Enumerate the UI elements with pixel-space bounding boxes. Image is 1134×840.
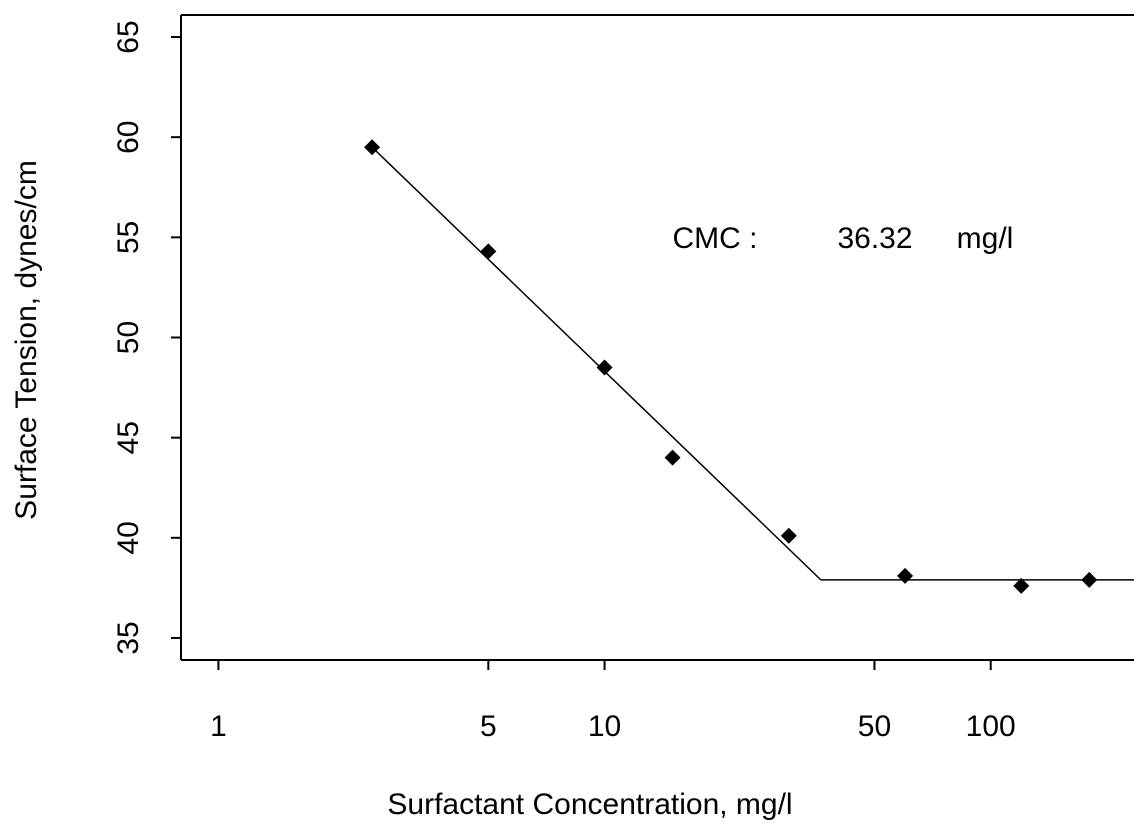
y-tick-label: 35 (112, 621, 145, 654)
annotation: mg/l (957, 222, 1014, 255)
y-tick-label: 50 (112, 321, 145, 354)
y-axis-title: Surface Tension, dynes/cm (10, 160, 43, 520)
data-point (1081, 571, 1098, 588)
data-point (364, 139, 381, 156)
y-tick-label: 45 (112, 421, 145, 454)
fit-line (371, 146, 1134, 581)
annotation: CMC : (673, 222, 758, 255)
y-tick-label: 55 (112, 221, 145, 254)
data-point (1013, 577, 1030, 594)
x-tick-label: 1 (210, 710, 227, 743)
annotation: 36.32 (837, 222, 912, 255)
x-axis-title: Surfactant Concentration, mg/l (387, 788, 792, 821)
x-tick-label: 50 (858, 710, 891, 743)
y-tick-label: 60 (112, 121, 145, 154)
x-tick-label: 5 (480, 710, 497, 743)
x-tick-label: 100 (966, 710, 1016, 743)
data-point (664, 449, 681, 466)
y-tick-label: 40 (112, 521, 145, 554)
data-point (780, 527, 797, 544)
data-point (897, 567, 914, 584)
data-point (596, 359, 613, 376)
data-point (480, 243, 497, 260)
y-tick-label: 65 (112, 20, 145, 53)
x-tick-label: 10 (588, 710, 621, 743)
